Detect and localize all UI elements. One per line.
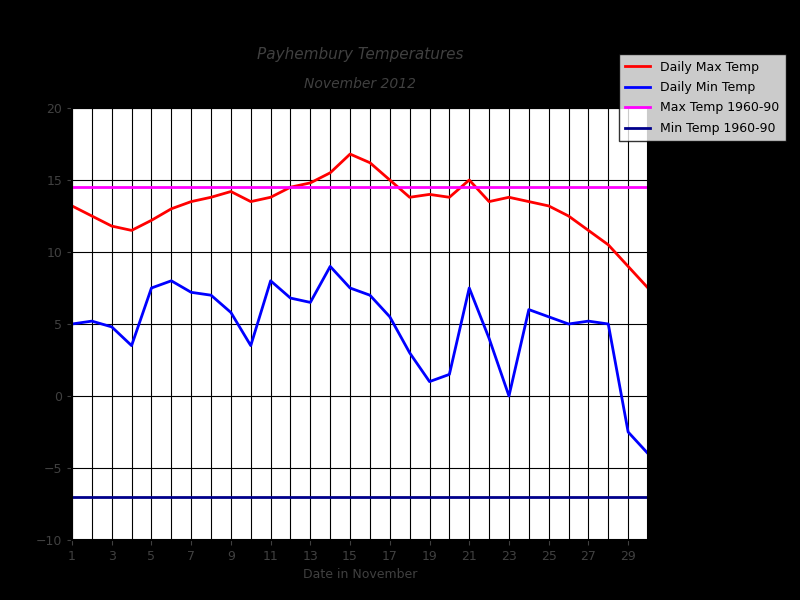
X-axis label: Date in November: Date in November <box>303 568 417 581</box>
Legend: Daily Max Temp, Daily Min Temp, Max Temp 1960-90, Min Temp 1960-90: Daily Max Temp, Daily Min Temp, Max Temp… <box>619 54 786 141</box>
Text: Payhembury Temperatures: Payhembury Temperatures <box>257 46 463 61</box>
Text: November 2012: November 2012 <box>304 77 416 91</box>
